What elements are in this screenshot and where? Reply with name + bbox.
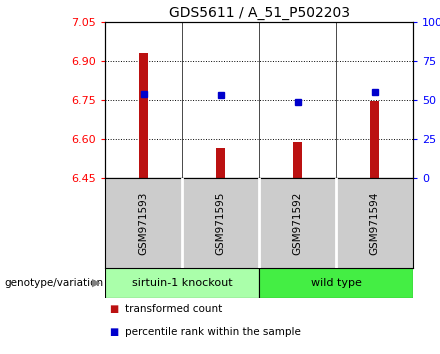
Text: ■: ■ [110,327,119,337]
Text: genotype/variation: genotype/variation [4,278,103,288]
Text: ■: ■ [110,304,119,314]
Text: ▶: ▶ [92,278,100,288]
Bar [293,142,302,178]
Title: GDS5611 / A_51_P502203: GDS5611 / A_51_P502203 [169,6,349,19]
Text: percentile rank within the sample: percentile rank within the sample [125,327,301,337]
Bar [259,268,413,298]
Text: GSM971593: GSM971593 [139,191,148,255]
Bar [139,53,148,178]
Text: transformed count: transformed count [125,304,222,314]
Bar [105,268,259,298]
Bar [370,101,379,178]
Text: GSM971594: GSM971594 [370,191,379,255]
Text: GSM971595: GSM971595 [216,191,226,255]
Text: GSM971592: GSM971592 [293,191,303,255]
Bar [216,148,225,178]
Text: wild type: wild type [311,278,361,288]
Text: sirtuin-1 knockout: sirtuin-1 knockout [132,278,232,288]
